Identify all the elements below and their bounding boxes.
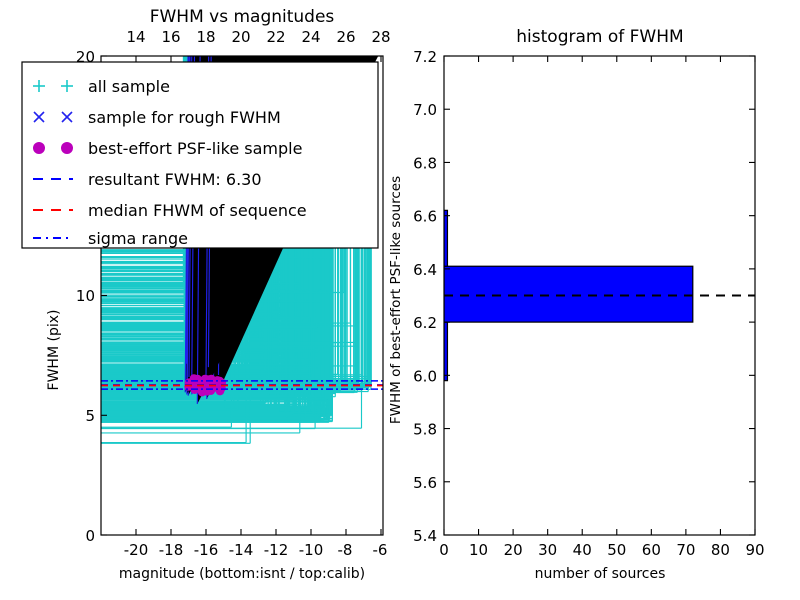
x-tick-label: 10 — [469, 541, 488, 559]
right-panel-ylabel: FWHM of best-effort PSF-like sources — [388, 176, 404, 424]
y-tick-label: 7.2 — [413, 48, 437, 66]
bottom-tick-label: -12 — [264, 541, 289, 559]
top-tick-label: 28 — [371, 28, 390, 46]
histogram-bar — [444, 265, 694, 323]
y-tick-label: 6.2 — [413, 314, 437, 332]
left-panel-reference-lines — [101, 380, 383, 390]
right-panel-histogram: histogram of FWHM 0 10 20 30 40 50 60 70 80 90 5.… — [388, 27, 765, 582]
right-panel-xlabel: number of sources — [535, 566, 666, 582]
legend-box: all sample sample for rough FWHM best-ef… — [21, 61, 379, 249]
y-tick-label: 6.0 — [413, 367, 437, 385]
left-panel-top-tick-labels: 14 16 18 20 22 24 26 28 — [126, 28, 390, 46]
x-tick-label: 40 — [573, 541, 592, 559]
y-tick-label: 6.8 — [413, 154, 437, 172]
legend-entry-sigma-range[interactable]: sigma range — [33, 229, 188, 248]
left-panel-xlabel: magnitude (bottom:isnt / top:calib) — [119, 566, 365, 582]
y-tick-label: 6.4 — [413, 261, 437, 279]
top-tick-label: 14 — [126, 28, 145, 46]
x-tick-label: 80 — [711, 541, 730, 559]
legend-entry-median-fhwm[interactable]: median FHWM of sequence — [33, 201, 307, 220]
bottom-tick-label: -20 — [124, 541, 149, 559]
y-tick-label: 10 — [76, 287, 95, 305]
left-panel-title: FWHM vs magnitudes — [150, 7, 335, 27]
legend-frame — [21, 61, 379, 249]
histogram-bars — [444, 209, 694, 382]
legend-label: best-effort PSF-like sample — [88, 139, 302, 158]
right-panel-y-ticks — [444, 55, 755, 536]
left-panel-bottom-ticks — [135, 529, 382, 535]
right-panel-frame — [443, 55, 756, 536]
y-tick-label: 7.0 — [413, 101, 437, 119]
y-tick-label: 5 — [85, 407, 95, 425]
legend-entry-psf-like[interactable]: best-effort PSF-like sample — [33, 139, 302, 158]
legend-entry-all-sample[interactable]: all sample — [33, 77, 170, 96]
y-tick-label: 5.8 — [413, 421, 437, 439]
x-tick-label: 90 — [745, 541, 764, 559]
top-tick-label: 20 — [231, 28, 250, 46]
top-tick-label: 18 — [196, 28, 215, 46]
right-panel-title: histogram of FWHM — [516, 27, 683, 47]
legend-entry-rough-fwhm[interactable]: sample for rough FWHM — [33, 108, 281, 127]
legend-entry-resultant-fwhm[interactable]: resultant FWHM: 6.30 — [33, 170, 262, 189]
x-tick-label: 20 — [504, 541, 523, 559]
legend-label: sample for rough FWHM — [88, 108, 281, 127]
left-panel-y-ticks — [101, 55, 107, 536]
top-tick-label: 22 — [266, 28, 285, 46]
left-panel-bottom-tick-labels: -20 -18 -16 -14 -12 -10 -8 -6 — [124, 541, 388, 559]
x-tick-label: 30 — [538, 541, 557, 559]
legend-label: all sample — [88, 77, 170, 96]
y-tick-label: 5.4 — [413, 527, 437, 545]
y-tick-label: 6.6 — [413, 208, 437, 226]
right-panel-y-tick-labels: 5.4 5.6 5.8 6.0 6.2 6.4 6.6 6.8 7.0 7.2 — [413, 48, 437, 545]
bottom-tick-label: -18 — [159, 541, 184, 559]
bottom-tick-label: -14 — [229, 541, 254, 559]
bottom-tick-label: -6 — [373, 541, 388, 559]
histogram-bar — [444, 209, 449, 267]
cross-icon — [33, 111, 73, 123]
dot-icon — [33, 142, 73, 154]
legend-label: sigma range — [88, 229, 188, 248]
top-tick-label: 16 — [161, 28, 180, 46]
legend-label: resultant FWHM: 6.30 — [88, 170, 262, 189]
legend-label: median FHWM of sequence — [88, 201, 307, 220]
top-tick-label: 24 — [301, 28, 320, 46]
left-panel-ylabel: FWHM (pix) — [46, 310, 62, 391]
bottom-tick-label: -8 — [338, 541, 353, 559]
bottom-tick-label: -10 — [299, 541, 324, 559]
x-tick-label: 50 — [607, 541, 626, 559]
right-panel-x-ticks — [443, 56, 756, 535]
x-tick-label: 70 — [676, 541, 695, 559]
right-panel-x-tick-labels: 0 10 20 30 40 50 60 70 80 90 — [439, 541, 764, 559]
y-tick-label: 5.6 — [413, 474, 437, 492]
x-tick-label: 0 — [439, 541, 449, 559]
y-tick-label: 0 — [85, 527, 95, 545]
left-panel-top-ticks — [135, 56, 382, 62]
bottom-tick-label: -16 — [194, 541, 219, 559]
top-tick-label: 26 — [336, 28, 355, 46]
x-tick-label: 60 — [642, 541, 661, 559]
plus-icon — [33, 80, 73, 92]
